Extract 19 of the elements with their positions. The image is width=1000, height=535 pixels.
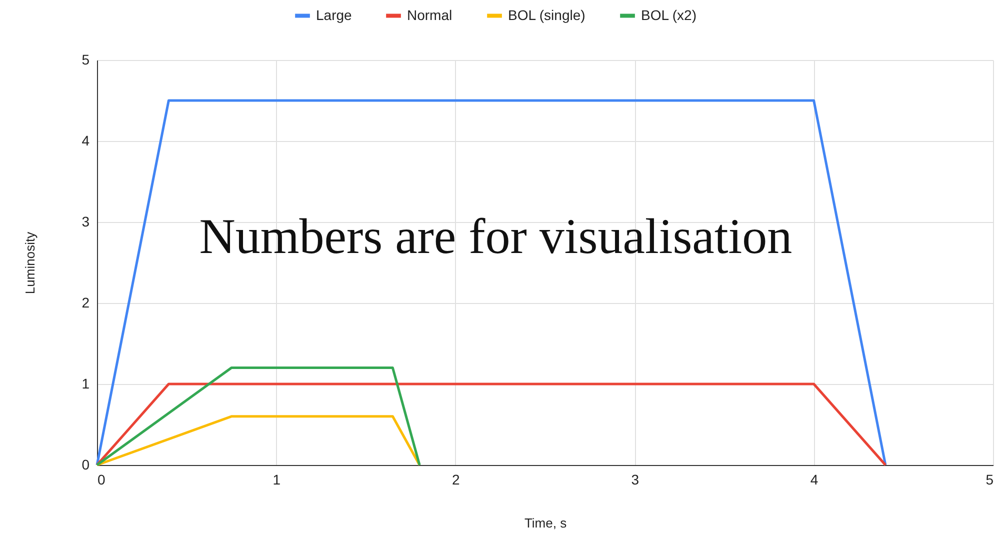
y-tick-label: 2 (82, 294, 90, 310)
x-tick-label: 1 (272, 472, 281, 488)
y-tick-label: 5 (82, 52, 90, 68)
legend-label: Large (316, 6, 352, 23)
x-axis-title: Time, s (524, 516, 568, 530)
y-tick-label: 1 (82, 376, 90, 392)
x-tick-label: 5 (986, 472, 994, 488)
x-tick-label: 0 (98, 472, 106, 488)
x-tick-label: 4 (810, 472, 818, 488)
legend-label: BOL (single) (508, 6, 586, 23)
y-tick-label: 3 (82, 214, 90, 230)
x-tick-label: 3 (631, 472, 640, 488)
x-tick-label: 2 (452, 472, 460, 488)
y-axis-title: Luminosity (22, 231, 38, 294)
legend-label: BOL (x2) (641, 6, 696, 23)
annotation: Numbers are for visualisation (199, 208, 792, 264)
y-tick-label: 0 (82, 456, 90, 472)
legend-label: Normal (407, 6, 452, 23)
y-tick-label: 4 (82, 132, 90, 148)
